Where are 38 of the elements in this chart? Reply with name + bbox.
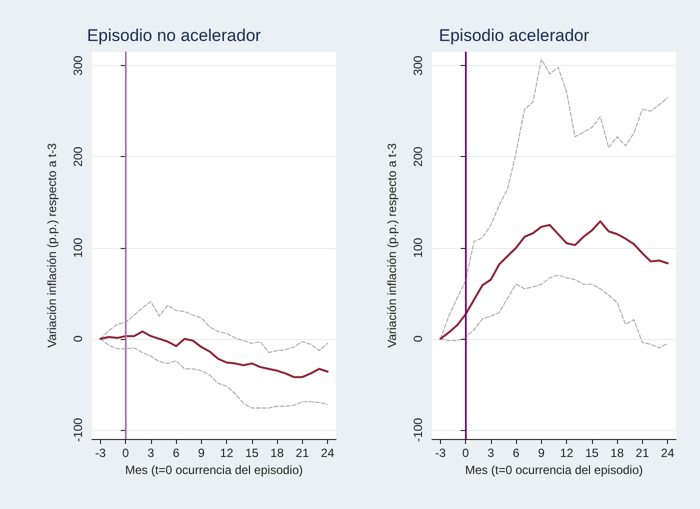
chart-title: Episodio no acelerador <box>87 26 262 45</box>
x-tick-label: 21 <box>296 446 310 460</box>
x-tick-label: 3 <box>148 446 155 460</box>
line-series <box>439 220 669 340</box>
x-tick-label: 3 <box>488 446 495 460</box>
chart-title: Episodio acelerador <box>438 26 590 45</box>
y-tick-label: -100 <box>71 418 85 442</box>
y-tick-label: 0 <box>71 335 85 342</box>
x-tick-label: 24 <box>660 446 675 460</box>
y-tick-label: 200 <box>411 146 425 167</box>
y-axis-title: Variación inflación (p.p.) respecto a t-3 <box>385 142 399 348</box>
y-tick-label: -100 <box>411 418 425 442</box>
x-axis-title: Mes (t=0 ocurrencia del episodio) <box>125 462 303 477</box>
y-tick-label: 300 <box>411 55 425 76</box>
x-tick-label: 21 <box>636 446 650 460</box>
x-tick-label: 9 <box>538 446 546 460</box>
x-tick-label: 0 <box>122 446 130 460</box>
y-tick-label: 100 <box>71 237 85 258</box>
x-tick-label: 18 <box>610 446 624 460</box>
x-tick-label: 9 <box>198 446 206 460</box>
y-axis-title: Variación inflación (p.p.) respecto a t-3 <box>45 142 59 348</box>
x-tick-label: -3 <box>435 446 446 460</box>
line-series <box>99 330 329 378</box>
x-tick-label: 18 <box>270 446 284 460</box>
y-tick-label: 0 <box>411 335 425 342</box>
x-tick-label: -3 <box>95 446 106 460</box>
y-tick-label: 100 <box>411 237 425 258</box>
x-tick-label: 6 <box>172 446 180 460</box>
x-axis-title: Mes (t=0 ocurrencia del episodio) <box>465 462 643 477</box>
x-tick-label: 24 <box>320 446 335 460</box>
x-tick-label: 12 <box>560 446 574 460</box>
y-tick-label: 300 <box>71 55 85 76</box>
y-tick-label: 200 <box>71 146 85 167</box>
x-tick-label: 6 <box>512 446 520 460</box>
x-tick-label: 15 <box>245 446 259 460</box>
x-tick-label: 15 <box>585 446 599 460</box>
x-tick-label: 12 <box>220 446 234 460</box>
x-tick-label: 0 <box>462 446 470 460</box>
